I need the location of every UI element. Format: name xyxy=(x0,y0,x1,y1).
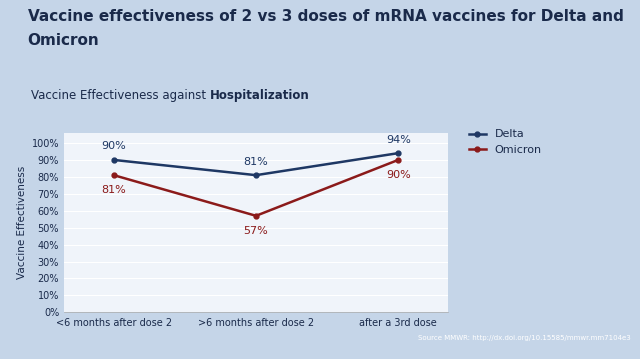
Text: Vaccine effectiveness of 2 vs 3 doses of mRNA vaccines for Delta and: Vaccine effectiveness of 2 vs 3 doses of… xyxy=(28,9,623,24)
Text: 57%: 57% xyxy=(244,226,268,236)
Text: 81%: 81% xyxy=(244,157,268,167)
Text: 90%: 90% xyxy=(386,170,411,180)
Y-axis label: Vaccine Effectiveness: Vaccine Effectiveness xyxy=(17,166,28,279)
Text: Hospitalization: Hospitalization xyxy=(210,89,310,102)
Text: 90%: 90% xyxy=(101,141,126,151)
Text: Omicron: Omicron xyxy=(28,33,99,48)
Text: Vaccine Effectiveness against: Vaccine Effectiveness against xyxy=(31,89,210,102)
Text: Source MMWR: http://dx.doi.org/10.15585/mmwr.mm7104e3: Source MMWR: http://dx.doi.org/10.15585/… xyxy=(418,335,630,341)
Text: 81%: 81% xyxy=(101,185,126,195)
Legend: Delta, Omicron: Delta, Omicron xyxy=(469,129,541,155)
Text: 94%: 94% xyxy=(386,135,411,145)
